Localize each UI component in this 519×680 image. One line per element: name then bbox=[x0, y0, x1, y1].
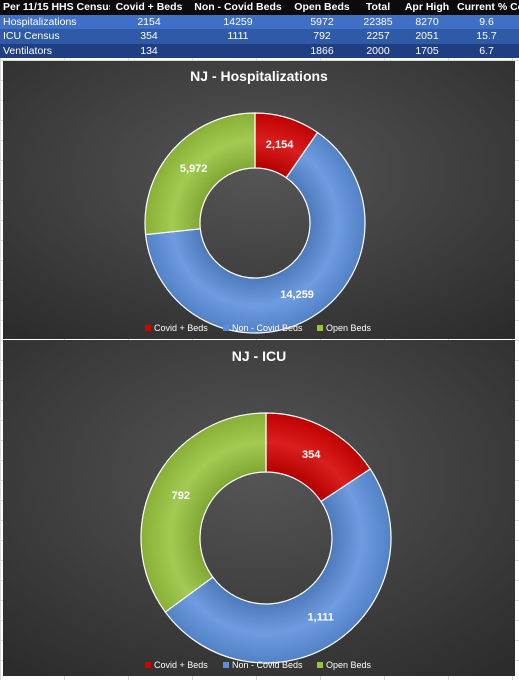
data-label: 5,972 bbox=[180, 163, 208, 175]
chart-title: NJ - Hospitalizations bbox=[190, 68, 328, 84]
table-row: Hospitalizations 2154 14259 5972 22385 8… bbox=[0, 14, 519, 29]
table-cell[interactable] bbox=[188, 43, 288, 58]
legend-swatch bbox=[317, 662, 323, 668]
table-cell[interactable]: 9.6 bbox=[454, 14, 519, 29]
slice-open-beds[interactable] bbox=[140, 412, 267, 613]
legend-entry[interactable]: Non - Covid Beds bbox=[232, 660, 303, 670]
table-row: Ventilators 134 1866 2000 1705 6.7 bbox=[0, 43, 519, 58]
legend-entry[interactable]: Open Beds bbox=[326, 323, 372, 333]
table-cell[interactable]: 15.7 bbox=[454, 29, 519, 44]
census-table: Per 11/15 HHS Census Covid + Beds Non - … bbox=[0, 0, 519, 58]
table-cell[interactable]: 2257 bbox=[356, 29, 400, 44]
data-label: 792 bbox=[172, 490, 190, 502]
slice-open-beds[interactable] bbox=[144, 112, 256, 236]
legend-entry[interactable]: Covid + Beds bbox=[154, 660, 208, 670]
table-cell[interactable]: 14259 bbox=[188, 14, 288, 29]
legend-swatch bbox=[223, 325, 229, 331]
data-label: 2,154 bbox=[266, 139, 294, 151]
header-cell[interactable]: Current % Covid bbox=[454, 0, 519, 15]
legend-swatch bbox=[145, 325, 151, 331]
data-label: 1,111 bbox=[308, 611, 334, 623]
legend-swatch bbox=[317, 325, 323, 331]
table-cell[interactable]: 6.7 bbox=[454, 43, 519, 58]
header-cell[interactable]: Total bbox=[356, 0, 400, 15]
table-cell[interactable]: 1111 bbox=[188, 29, 288, 44]
chart-svg: NJ - ICU 354 1,111 792 Covid + Beds Non - Cov… bbox=[3, 340, 515, 676]
chart-svg: NJ - Hospitalizations 2,154 14,259 5,972 Cov… bbox=[3, 61, 515, 339]
chart-title: NJ - ICU bbox=[232, 348, 286, 364]
slice-non-covid-beds[interactable] bbox=[144, 131, 366, 334]
header-cell[interactable]: Covid + Beds bbox=[110, 0, 188, 15]
table-cell[interactable]: 2154 bbox=[110, 14, 188, 29]
table-row: ICU Census 354 1111 792 2257 2051 15.7 bbox=[0, 29, 519, 44]
header-cell[interactable]: Open Beds bbox=[288, 0, 356, 15]
legend-swatch bbox=[223, 662, 229, 668]
table-cell[interactable]: 2000 bbox=[356, 43, 400, 58]
header-cell[interactable]: Apr High bbox=[400, 0, 454, 15]
table-cell[interactable]: 2051 bbox=[400, 29, 454, 44]
table-cell[interactable]: 1705 bbox=[400, 43, 454, 58]
table-cell[interactable]: ICU Census bbox=[0, 29, 110, 44]
slice-non-covid-beds[interactable] bbox=[164, 468, 392, 664]
table-cell[interactable]: Hospitalizations bbox=[0, 14, 110, 29]
data-label: 14,259 bbox=[280, 289, 314, 301]
table-cell[interactable]: 1866 bbox=[288, 43, 356, 58]
table-cell[interactable]: 354 bbox=[110, 29, 188, 44]
table-cell[interactable]: 792 bbox=[288, 29, 356, 44]
table-cell[interactable]: 22385 bbox=[356, 14, 400, 29]
legend-swatch bbox=[145, 662, 151, 668]
header-cell[interactable]: Non - Covid Beds bbox=[188, 0, 288, 15]
data-label: 354 bbox=[302, 449, 321, 461]
hospitalizations-doughnut-chart[interactable]: NJ - Hospitalizations 2,154 14,259 5,972 Cov… bbox=[3, 61, 515, 339]
icu-doughnut-chart[interactable]: NJ - ICU 354 1,111 792 Covid + Beds Non - Cov… bbox=[3, 340, 515, 676]
table-cell[interactable]: Ventilators bbox=[0, 43, 110, 58]
table-cell[interactable]: 134 bbox=[110, 43, 188, 58]
legend-entry[interactable]: Non - Covid Beds bbox=[232, 323, 303, 333]
table-cell[interactable]: 5972 bbox=[288, 14, 356, 29]
legend-entry[interactable]: Open Beds bbox=[326, 660, 372, 670]
header-cell[interactable]: Per 11/15 HHS Census bbox=[0, 0, 110, 15]
legend-entry[interactable]: Covid + Beds bbox=[154, 323, 208, 333]
table-header-row: Per 11/15 HHS Census Covid + Beds Non - … bbox=[0, 0, 519, 15]
table-cell[interactable]: 8270 bbox=[400, 14, 454, 29]
